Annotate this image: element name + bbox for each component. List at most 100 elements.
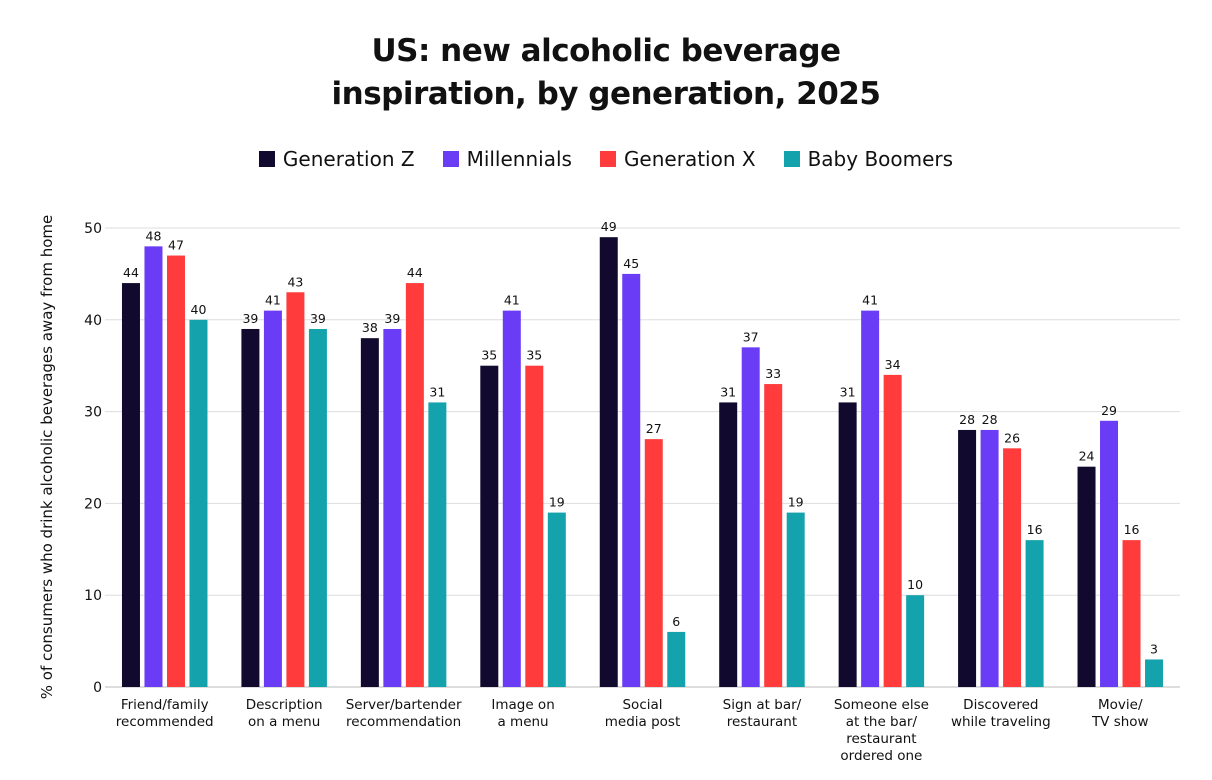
data-label: 19 <box>549 495 565 510</box>
bar <box>838 402 857 687</box>
y-axis-label: % of consumers who drink alcoholic bever… <box>38 215 56 700</box>
bar <box>719 402 738 687</box>
bar <box>525 365 544 687</box>
bar <box>1077 466 1096 687</box>
data-label: 16 <box>1124 522 1140 537</box>
bar <box>644 439 663 687</box>
bar <box>786 512 805 687</box>
data-label: 44 <box>123 265 139 280</box>
legend: Generation Z Millennials Generation X Ba… <box>0 147 1212 171</box>
data-label: 28 <box>959 412 975 427</box>
x-tick-label: Image on a menu <box>491 697 554 730</box>
data-label: 24 <box>1079 449 1095 464</box>
data-label: 35 <box>526 348 542 363</box>
bar <box>599 237 618 687</box>
data-label: 34 <box>885 357 901 372</box>
bar <box>405 283 424 687</box>
x-tick-label: Discovered while traveling <box>951 697 1051 730</box>
bar <box>428 402 447 687</box>
data-label: 37 <box>743 329 759 344</box>
legend-label: Baby Boomers <box>807 147 954 171</box>
bar <box>308 328 327 687</box>
data-label: 33 <box>765 366 781 381</box>
bar <box>1100 420 1119 687</box>
bar <box>906 595 925 687</box>
bar <box>286 292 305 687</box>
y-tick-label: 10 <box>84 588 102 604</box>
legend-item-boomers: Baby Boomers <box>783 147 954 171</box>
bar <box>622 273 641 687</box>
legend-swatch <box>442 151 459 167</box>
x-tick-label: Social media post <box>605 697 681 730</box>
x-tick-label: Description on a menu <box>246 697 323 730</box>
data-label: 45 <box>623 256 639 271</box>
y-tick-label: 0 <box>93 680 102 696</box>
data-label: 27 <box>646 421 662 436</box>
legend-label: Generation Z <box>282 147 415 171</box>
legend-item-gen-x: Generation X <box>599 147 756 171</box>
y-tick-label: 20 <box>84 496 102 512</box>
data-label: 41 <box>504 293 520 308</box>
legend-swatch <box>258 151 275 167</box>
data-label: 28 <box>982 412 998 427</box>
data-label: 10 <box>907 577 923 592</box>
data-label: 26 <box>1004 430 1020 445</box>
legend-swatch <box>599 151 616 167</box>
data-label: 44 <box>407 265 423 280</box>
bar <box>1122 540 1141 687</box>
bar <box>547 512 566 687</box>
x-tick-label: Sign at bar/restaurant <box>723 697 802 730</box>
x-tick-label: Server/bartender recommendation <box>346 697 462 730</box>
bar <box>480 365 499 687</box>
bar <box>241 328 260 687</box>
y-tick-label: 50 <box>84 221 102 237</box>
data-label: 39 <box>384 311 400 326</box>
data-label: 47 <box>168 238 184 253</box>
bar <box>980 429 999 687</box>
legend-label: Millennials <box>466 147 572 171</box>
data-label: 49 <box>601 219 617 234</box>
bar <box>861 310 880 687</box>
legend-swatch <box>783 151 800 167</box>
data-label: 41 <box>862 293 878 308</box>
bar <box>166 255 185 688</box>
data-label: 3 <box>1150 641 1158 656</box>
bar <box>764 384 783 687</box>
data-label: 39 <box>310 311 326 326</box>
data-label: 48 <box>146 228 162 243</box>
bar <box>667 631 686 687</box>
bar <box>883 374 902 687</box>
data-label: 38 <box>362 320 378 335</box>
data-label: 29 <box>1101 403 1117 418</box>
legend-item-millennials: Millennials <box>442 147 572 171</box>
legend-label: Generation X <box>623 147 756 171</box>
data-label: 35 <box>481 348 497 363</box>
data-label: 43 <box>287 274 303 289</box>
bar <box>383 328 402 687</box>
bar <box>144 246 163 688</box>
data-label: 16 <box>1027 522 1043 537</box>
bar <box>1145 659 1164 687</box>
data-label: 19 <box>788 495 804 510</box>
y-tick-label: 30 <box>84 405 102 421</box>
data-label: 31 <box>429 384 445 399</box>
data-label: 31 <box>720 384 736 399</box>
bar <box>263 310 282 687</box>
data-label: 41 <box>265 293 281 308</box>
data-label: 6 <box>672 614 680 629</box>
chart-title: US: new alcoholic beverage inspiration, … <box>331 33 881 112</box>
legend-item-gen-z: Generation Z <box>258 147 415 171</box>
bar <box>121 283 140 687</box>
bar <box>741 347 760 687</box>
data-label: 31 <box>840 384 856 399</box>
bar <box>189 319 208 687</box>
data-label: 39 <box>242 311 258 326</box>
bar <box>360 338 379 687</box>
y-tick-label: 40 <box>84 313 102 329</box>
bar <box>958 429 977 687</box>
bar <box>502 310 521 687</box>
bar <box>1025 540 1044 687</box>
data-label: 40 <box>191 302 207 317</box>
